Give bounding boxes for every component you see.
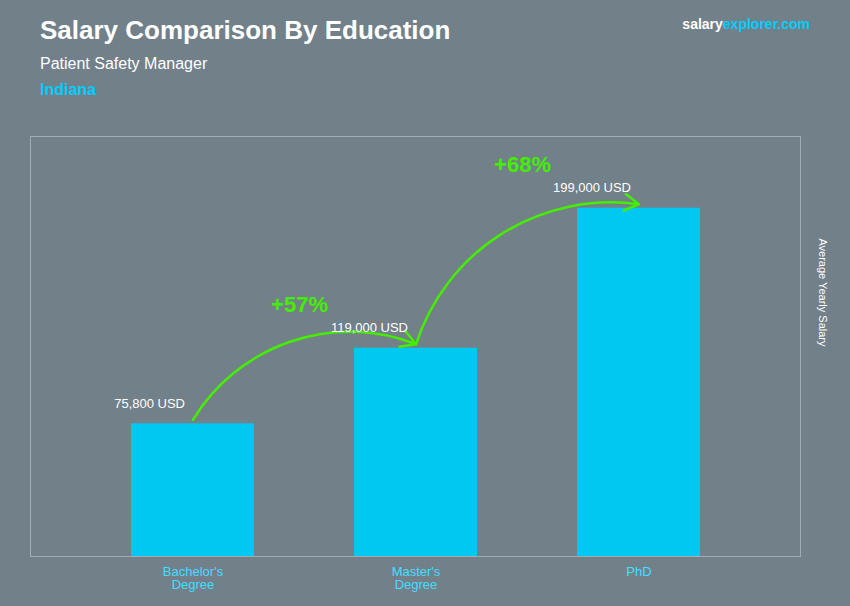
html-text:Indiana: Indiana — [40, 81, 96, 98]
html-text:Patient Safety Manager: Patient Safety Manager — [40, 55, 208, 72]
html-text:Salary Comparison By Education: Salary Comparison By Education — [40, 15, 451, 45]
svg-text:119,000 USD: 119,000 USD — [331, 320, 408, 335]
svg-text:+68%: +68% — [494, 152, 551, 177]
svg-text:75,800 USD: 75,800 USD — [114, 396, 185, 411]
svg-text:Average Yearly Salary: Average Yearly Salary — [817, 238, 829, 347]
svg-text:199,000 USD: 199,000 USD — [553, 180, 631, 195]
svg-text:+57%: +57% — [271, 292, 328, 317]
html-text:salary explorer.com: salary explorer.com — [682, 16, 810, 32]
svg-text:PhD: PhD — [626, 564, 651, 579]
svg-text:Master'sDegree: Master'sDegree — [392, 564, 441, 592]
svg-text:Bachelor'sDegree: Bachelor'sDegree — [163, 564, 224, 592]
